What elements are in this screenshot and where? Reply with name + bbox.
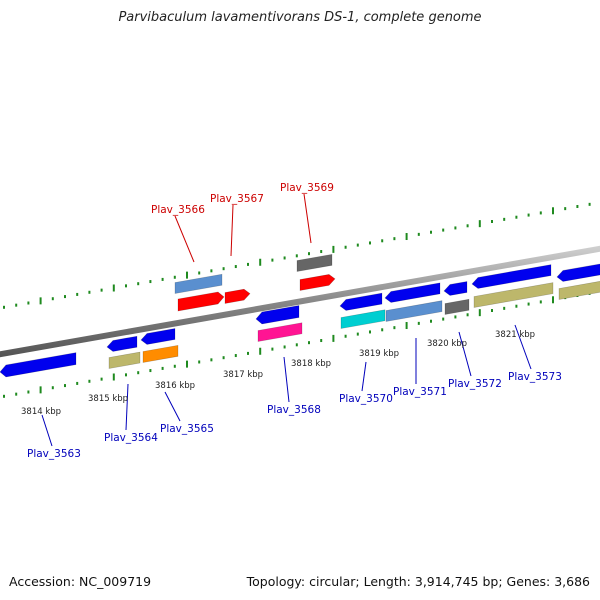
label-plav-3565[interactable]: Plav_3565 [160, 423, 214, 435]
label-plav-3570-leader [361, 361, 367, 392]
gene-plav-3564[interactable] [106, 335, 138, 352]
feature-khaki-3[interactable] [558, 280, 600, 300]
label-plav-3567[interactable]: Plav_3567 [210, 193, 264, 205]
feature-khaki-1[interactable] [108, 351, 141, 369]
gene-plav-3572[interactable] [443, 281, 468, 296]
genome-backbone [0, 245, 600, 358]
gene-plav-3563[interactable] [0, 352, 77, 378]
label-plav-3568[interactable]: Plav_3568 [267, 404, 321, 416]
label-plav-3572-leader [458, 331, 472, 377]
scale-label: 3814 kbp [21, 407, 61, 417]
label-plav-3569[interactable]: Plav_3569 [280, 182, 334, 194]
scale-label: 3817 kbp [223, 370, 263, 380]
feature-gray-1[interactable] [296, 253, 333, 272]
scale-label: 3815 kbp [88, 394, 128, 404]
feature-track [0, 253, 600, 378]
feature-gray-2[interactable] [444, 298, 470, 315]
feature-orange-1[interactable] [142, 344, 179, 363]
feature-khaki-2[interactable] [473, 282, 554, 308]
gene-plav-3567[interactable] [224, 288, 251, 304]
gene-plav-3571[interactable] [384, 282, 441, 303]
gene-plav-3566[interactable] [177, 291, 225, 312]
gene-continuation[interactable] [556, 262, 600, 282]
upper-tick-track [3, 202, 591, 309]
label-plav-3569-leader [303, 193, 312, 244]
label-plav-3566-leader [174, 215, 195, 263]
gene-plav-3570[interactable] [339, 292, 383, 311]
label-plav-3565-leader [164, 391, 181, 422]
gene-plav-3568[interactable] [255, 305, 300, 325]
label-plav-3566[interactable]: Plav_3566 [151, 204, 205, 216]
feature-steelblue-1[interactable] [174, 273, 223, 294]
feature-pink-1[interactable] [257, 322, 303, 342]
map-title: Parvibaculum lavamentivorans DS-1, compl… [118, 10, 482, 25]
scale-label: 3818 kbp [291, 359, 331, 369]
scale-label: 3820 kbp [427, 339, 467, 349]
gene-plav-3565[interactable] [140, 328, 176, 345]
gene-plav-3569[interactable] [299, 274, 336, 291]
scale-labels: 3814 kbp 3815 kbp 3816 kbp 3817 kbp 3818 kbp… [21, 330, 535, 417]
label-plav-3564[interactable]: Plav_3564 [104, 432, 158, 444]
label-plav-3568-leader [283, 356, 290, 403]
scale-label: 3819 kbp [359, 349, 399, 359]
label-plav-3570[interactable]: Plav_3570 [339, 393, 393, 405]
label-plav-3573[interactable]: Plav_3573 [508, 371, 562, 383]
label-plav-3571[interactable]: Plav_3571 [393, 386, 447, 398]
label-plav-3573-leader [514, 324, 532, 370]
label-leaders [41, 193, 532, 447]
label-plav-3564-leader [125, 383, 129, 431]
feature-cyan-1[interactable] [340, 309, 386, 329]
gene-labels: Plav_3566 Plav_3567 Plav_3569 Plav_3563 Plav… [27, 182, 562, 460]
label-plav-3567-leader [230, 204, 234, 257]
scale-label: 3821 kbp [495, 330, 535, 340]
label-plav-3563-leader [41, 414, 53, 447]
feature-steelblue-2[interactable] [385, 300, 443, 322]
label-plav-3572[interactable]: Plav_3572 [448, 378, 502, 390]
accession-text: Accession: NC_009719 [9, 574, 152, 589]
lower-tick-track [3, 291, 591, 398]
gene-plav-3573[interactable] [471, 264, 552, 289]
label-plav-3563[interactable]: Plav_3563 [27, 448, 81, 460]
topology-stats-text: Topology: circular; Length: 3,914,745 bp… [246, 574, 590, 589]
scale-label: 3816 kbp [155, 381, 195, 391]
